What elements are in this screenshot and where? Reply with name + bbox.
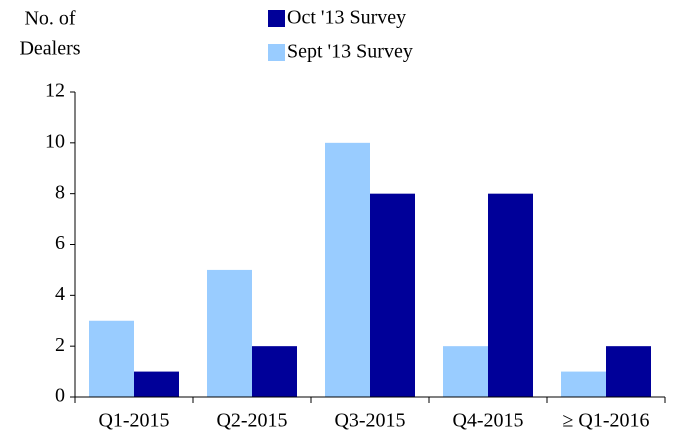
bar <box>488 193 533 397</box>
y-tick-label: 2 <box>55 334 65 356</box>
bar <box>561 371 606 397</box>
legend-label: Sept '13 Survey <box>287 41 413 63</box>
y-tick-label: 10 <box>45 130 65 152</box>
legend-swatch <box>268 10 285 27</box>
x-tick-label: ≥ Q1-2016 <box>562 410 649 432</box>
bar <box>134 371 179 397</box>
bar <box>252 346 297 397</box>
bar <box>325 142 370 397</box>
x-tick-label: Q2-2015 <box>216 410 287 432</box>
legend-swatch <box>268 44 285 61</box>
bar <box>370 193 415 397</box>
bar <box>606 346 651 397</box>
legend-label: Oct '13 Survey <box>287 7 406 29</box>
y-axis-label: Dealers <box>19 38 80 60</box>
y-tick-label: 8 <box>55 181 65 203</box>
x-tick-label: Q3-2015 <box>334 410 405 432</box>
y-tick-label: 0 <box>55 385 65 407</box>
x-tick-label: Q1-2015 <box>98 410 169 432</box>
y-tick-label: 12 <box>45 80 65 102</box>
y-tick-label: 4 <box>55 283 65 305</box>
x-tick-label: Q4-2015 <box>452 410 523 432</box>
bar <box>89 320 134 397</box>
bar <box>443 346 488 397</box>
y-tick-label: 6 <box>55 232 65 254</box>
y-axis-label: No. of <box>24 8 75 30</box>
bar <box>207 269 252 397</box>
